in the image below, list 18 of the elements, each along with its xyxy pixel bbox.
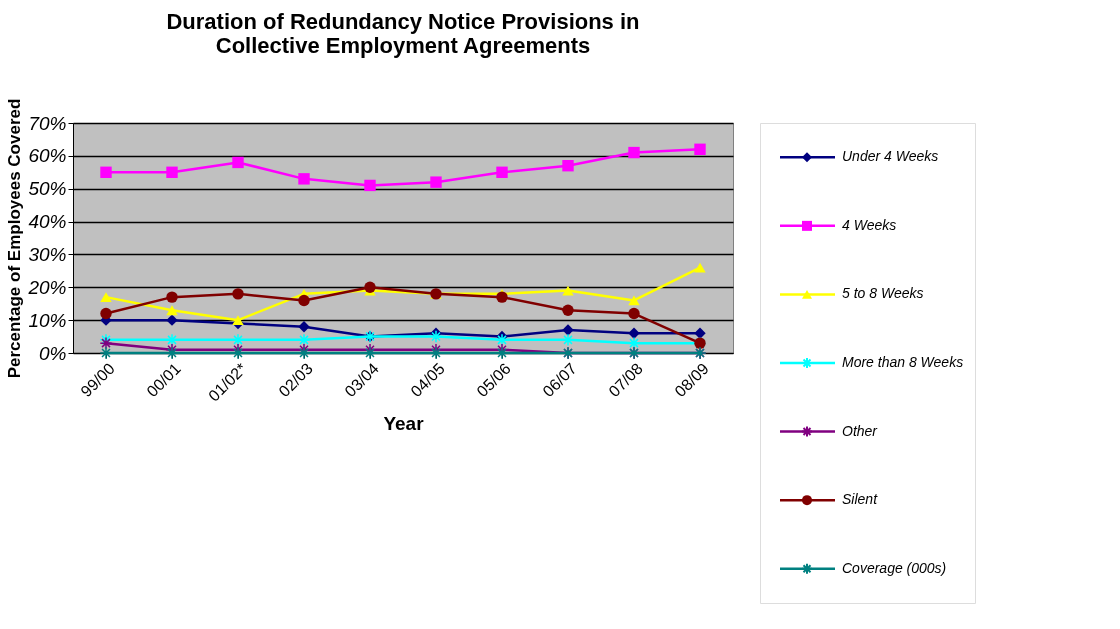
x-axis-title: Year (383, 412, 425, 434)
legend-label: Under 4 Weeks (842, 148, 939, 165)
y-tick-label: 60% (28, 145, 67, 167)
legend-label: Silent (842, 491, 879, 508)
legend-label: 4 Weeks (842, 216, 897, 233)
legend-label: 5 to 8 Weeks (842, 285, 924, 302)
y-tick-label: 10% (28, 309, 67, 331)
y-tick-label: 30% (28, 243, 67, 265)
y-tick-label: 0% (39, 342, 67, 364)
y-tick-label: 70% (28, 112, 67, 134)
legend-label: Other (842, 422, 879, 439)
y-axis-title: Percentage of Employees Covered (5, 98, 25, 379)
y-tick-label: 40% (28, 211, 67, 233)
y-tick-label: 20% (27, 276, 67, 298)
legend-label: Coverage (000s) (842, 559, 947, 576)
y-tick-label: 50% (28, 178, 67, 200)
legend-label: More than 8 Weeks (842, 354, 964, 370)
chart-title: Duration of Redundancy Notice Provisions in Collective Employment Agreements (166, 9, 640, 59)
